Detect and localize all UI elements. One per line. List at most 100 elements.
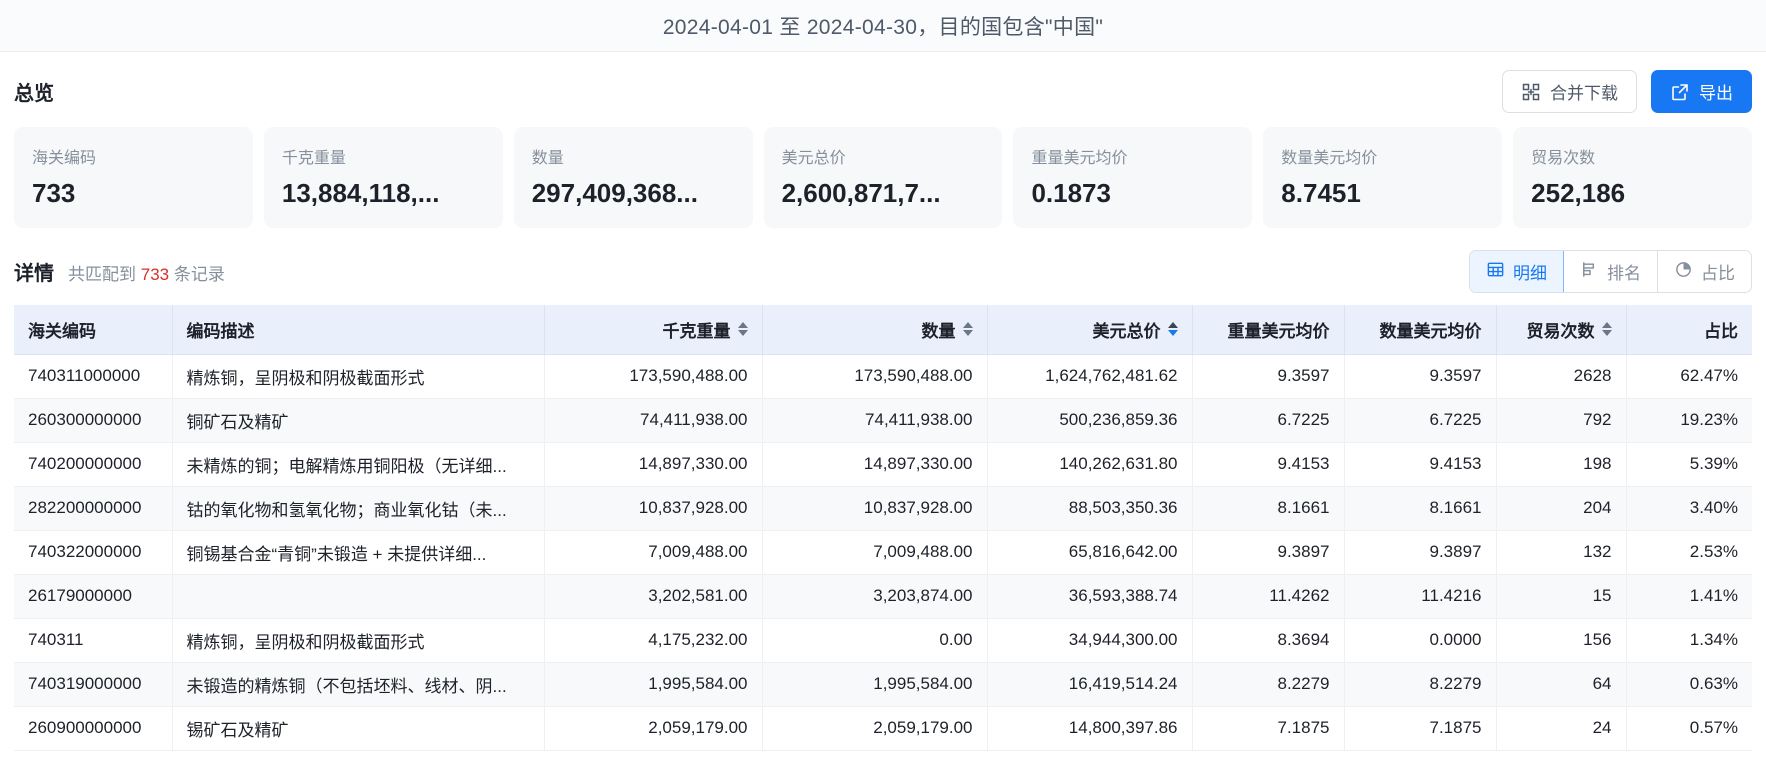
table-row[interactable]: 260900000000 锡矿石及精矿 2,059,179.00 2,059,179.…	[14, 706, 1752, 751]
column-label: 数量	[921, 321, 956, 341]
cell-share: 19.23%	[1626, 398, 1752, 443]
column-header-quantity-usd-avg[interactable]: 数量美元均价	[1344, 305, 1497, 355]
sort-toggle-icon[interactable]	[1601, 322, 1612, 337]
column-label: 编码描述	[186, 321, 255, 341]
column-label: 美元总价	[1092, 321, 1161, 341]
column-header-kg-weight[interactable]: 千克重量	[544, 305, 763, 355]
column-label: 重量美元均价	[1227, 321, 1330, 341]
detail-title: 详情	[14, 263, 54, 285]
cell-trade-count: 198	[1496, 442, 1627, 487]
table-header-row: 海关编码 编码描述 千克重量	[14, 305, 1752, 355]
cell-quantity-usd-avg: 9.3897	[1344, 530, 1497, 575]
cell-quantity-usd-avg: 7.1875	[1344, 706, 1497, 751]
cell-weight-usd-avg: 8.2279	[1192, 662, 1345, 707]
cell-usd-total: 36,593,388.74	[987, 574, 1193, 619]
table-row[interactable]: 740322000000 铜锡基合金“青铜”未锻造 + 未提供详细... 7,009…	[14, 530, 1752, 575]
cell-quantity: 3,203,874.00	[762, 574, 988, 619]
stat-card-quantity: 数量 297,409,368...	[513, 127, 753, 228]
cell-customs-code: 740319000000	[14, 662, 173, 707]
cell-share: 1.41%	[1626, 574, 1752, 619]
cell-trade-count: 132	[1496, 530, 1627, 575]
overview-stat-cards: 海关编码 733 千克重量 13,884,118,... 数量 297,409,…	[0, 119, 1766, 228]
stat-value: 297,409,368...	[531, 178, 698, 208]
column-header-code-description[interactable]: 编码描述	[172, 305, 545, 355]
cell-usd-total: 1,624,762,481.62	[987, 354, 1193, 399]
tab-share[interactable]: 占比	[1658, 251, 1751, 292]
table-row[interactable]: 740200000000 未精炼的铜；电解精炼用铜阳极（无详细... 14,897,…	[14, 442, 1752, 487]
cell-weight-usd-avg: 9.3897	[1192, 530, 1345, 575]
bar-chart-icon	[1580, 260, 1599, 284]
overview-actions: 合并下载 导出	[1502, 70, 1752, 113]
tab-share-label: 占比	[1701, 264, 1735, 283]
cell-weight-usd-avg: 8.3694	[1192, 618, 1345, 663]
query-summary-bar: 2024-04-01 至 2024-04-30，目的国包含"中国"	[0, 0, 1766, 52]
table-row[interactable]: 740311000000 精炼铜，呈阴极和阴极截面形式 173,590,488.00…	[14, 354, 1752, 399]
cell-quantity: 74,411,938.00	[762, 398, 988, 443]
table-row[interactable]: 282200000000 钴的氧化物和氢氧化物；商业氧化钴（未... 10,837,…	[14, 486, 1752, 531]
cell-quantity: 1,995,584.00	[762, 662, 988, 707]
merge-download-button[interactable]: 合并下载	[1502, 70, 1637, 113]
cell-weight-usd-avg: 8.1661	[1192, 486, 1345, 531]
column-header-trade-count[interactable]: 贸易次数	[1496, 305, 1627, 355]
cell-customs-code: 260900000000	[14, 706, 173, 751]
stat-card-weight-usd-avg: 重量美元均价 0.1873	[1013, 127, 1253, 228]
cell-share: 5.39%	[1626, 442, 1752, 487]
table-row[interactable]: 260300000000 铜矿石及精矿 74,411,938.00 74,411,93…	[14, 398, 1752, 443]
cell-code-description: 钴的氧化物和氢氧化物；商业氧化钴（未...	[172, 486, 545, 531]
view-mode-tabs: 明细 排名 占比	[1469, 250, 1752, 293]
cell-customs-code: 26179000000	[14, 574, 173, 619]
column-label: 海关编码	[28, 321, 96, 341]
cell-trade-count: 204	[1496, 486, 1627, 531]
column-header-share[interactable]: 占比	[1626, 305, 1752, 355]
sort-toggle-icon-active[interactable]	[1167, 322, 1178, 337]
merge-grid-icon	[1521, 82, 1541, 102]
sort-toggle-icon[interactable]	[737, 322, 748, 337]
cell-quantity-usd-avg: 6.7225	[1344, 398, 1497, 443]
cell-kg-weight: 2,059,179.00	[544, 706, 763, 751]
stat-value: 252,186	[1531, 178, 1626, 208]
table-row[interactable]: 740319000000 未锻造的精炼铜（不包括坯料、线材、阴... 1,995,5…	[14, 662, 1752, 707]
cell-quantity: 10,837,928.00	[762, 486, 988, 531]
cell-trade-count: 156	[1496, 618, 1627, 663]
stat-value: 733	[32, 178, 76, 208]
tab-ranking[interactable]: 排名	[1564, 251, 1658, 292]
column-header-customs-code[interactable]: 海关编码	[14, 305, 173, 355]
detail-header: 详情 共匹配到 733 条记录 明细	[0, 228, 1766, 305]
cell-quantity-usd-avg: 8.1661	[1344, 486, 1497, 531]
cell-code-description: 铜矿石及精矿	[172, 398, 545, 443]
table-row[interactable]: 26179000000 3,202,581.00 3,203,874.00 36,59…	[14, 574, 1752, 619]
cell-trade-count: 2628	[1496, 354, 1627, 399]
stat-card-usd-total: 美元总价 2,600,871,7...	[763, 127, 1003, 228]
cell-customs-code: 740311	[14, 618, 173, 663]
tab-detail[interactable]: 明细	[1470, 251, 1564, 292]
stat-label: 重量美元均价	[1031, 150, 1128, 167]
column-label: 占比	[1704, 321, 1738, 341]
stat-card-customs-code: 海关编码 733	[14, 127, 253, 228]
sort-toggle-icon[interactable]	[962, 322, 973, 337]
cell-customs-code: 740322000000	[14, 530, 173, 575]
table-header: 海关编码 编码描述 千克重量	[14, 305, 1752, 355]
cell-share: 0.57%	[1626, 706, 1752, 751]
cell-quantity: 173,590,488.00	[762, 354, 988, 399]
cell-usd-total: 16,419,514.24	[987, 662, 1193, 707]
stat-label: 千克重量	[281, 150, 346, 167]
stat-value: 0.1873	[1031, 178, 1111, 208]
table-body: 740311000000 精炼铜，呈阴极和阴极截面形式 173,590,488.00…	[14, 354, 1752, 751]
cell-kg-weight: 3,202,581.00	[544, 574, 763, 619]
stat-label: 数量	[531, 150, 564, 167]
cell-usd-total: 88,503,350.36	[987, 486, 1193, 531]
column-header-weight-usd-avg[interactable]: 重量美元均价	[1192, 305, 1345, 355]
cell-kg-weight: 1,995,584.00	[544, 662, 763, 707]
query-summary-text: 2024-04-01 至 2024-04-30，目的国包含"中国"	[662, 15, 1104, 39]
cell-share: 0.63%	[1626, 662, 1752, 707]
column-header-usd-total[interactable]: 美元总价	[987, 305, 1193, 355]
column-label: 贸易次数	[1526, 321, 1595, 341]
detail-record-count: 733	[140, 265, 170, 284]
table-row[interactable]: 740311 精炼铜，呈阴极和阴极截面形式 4,175,232.00 0.00 34,9…	[14, 618, 1752, 663]
cell-code-description	[172, 574, 545, 619]
cell-code-description: 精炼铜，呈阴极和阴极截面形式	[172, 618, 545, 663]
merge-download-label: 合并下载	[1550, 84, 1618, 103]
column-header-quantity[interactable]: 数量	[762, 305, 988, 355]
cell-quantity-usd-avg: 0.0000	[1344, 618, 1497, 663]
export-button[interactable]: 导出	[1651, 70, 1752, 113]
